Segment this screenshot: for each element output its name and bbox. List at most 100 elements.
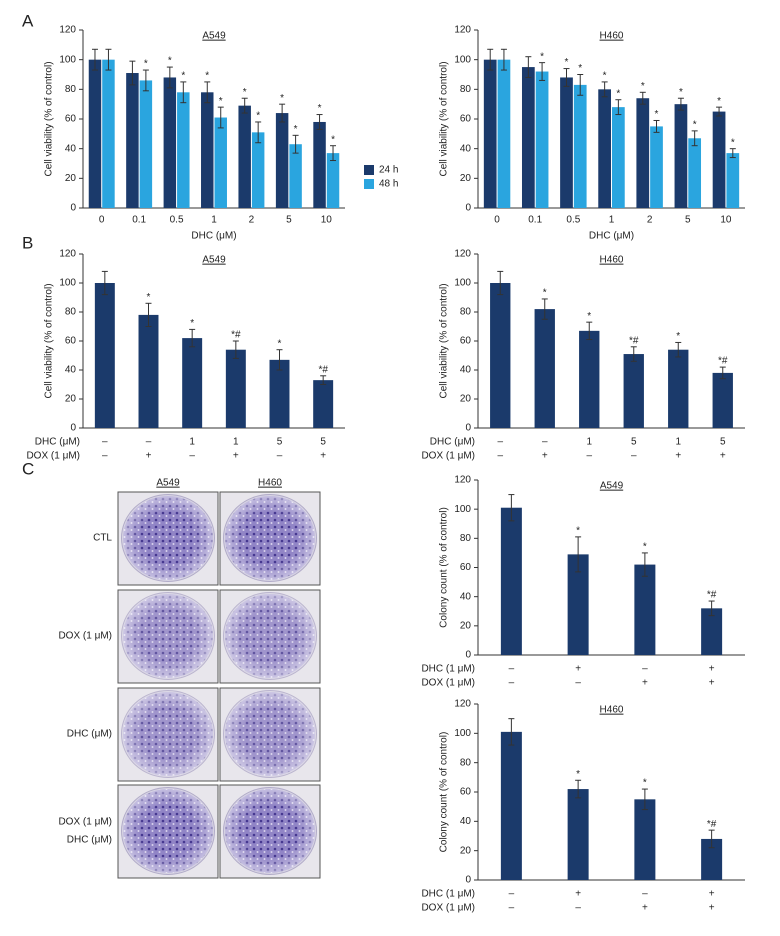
bar xyxy=(650,126,663,208)
error-bar xyxy=(563,68,570,87)
bar xyxy=(275,113,289,208)
y-tick-label: 40 xyxy=(65,143,77,154)
y-tick-label: 80 xyxy=(460,757,472,768)
error-bar xyxy=(316,114,323,130)
chart-title: A549 xyxy=(202,31,226,42)
error-bar xyxy=(255,121,262,144)
bar xyxy=(674,104,688,208)
category-row-name: DOX (1 μM) xyxy=(421,903,475,914)
bar xyxy=(94,283,115,428)
y-tick-label: 20 xyxy=(460,394,472,405)
error-bar xyxy=(129,60,136,86)
bar xyxy=(490,283,511,428)
y-tick-label: 120 xyxy=(454,249,471,260)
significance-mark: * xyxy=(578,63,582,74)
plate-row-label: CTL xyxy=(93,533,112,544)
y-tick-label: 40 xyxy=(65,365,77,376)
significance-mark: * xyxy=(190,318,194,329)
bar xyxy=(269,359,290,428)
category-row-label: + xyxy=(575,889,581,900)
x-tick-label: 2 xyxy=(647,215,653,226)
y-tick-label: 40 xyxy=(460,591,472,602)
significance-mark: * xyxy=(219,96,223,107)
category-row-label: 5 xyxy=(720,437,726,448)
significance-mark: * xyxy=(717,96,721,107)
bar xyxy=(612,107,625,208)
category-row-name: DHC (1 μM) xyxy=(421,664,475,675)
error-bar xyxy=(497,270,504,296)
category-row-label: + xyxy=(642,678,648,689)
y-tick-label: 20 xyxy=(460,620,472,631)
error-bar xyxy=(292,134,299,154)
category-row-name: DOX (1 μM) xyxy=(421,451,475,462)
bar xyxy=(313,380,334,428)
y-tick-label: 40 xyxy=(460,365,472,376)
significance-mark: * xyxy=(144,59,148,70)
y-tick-label: 80 xyxy=(460,533,472,544)
x-axis-label: DHC (μM) xyxy=(191,231,236,242)
category-row-label: 5 xyxy=(277,437,283,448)
chart-title: A549 xyxy=(600,481,624,492)
significance-mark: * xyxy=(280,93,284,104)
category-row-label: – xyxy=(277,451,283,462)
error-bar xyxy=(487,48,494,71)
bar xyxy=(701,608,723,655)
category-row-label: – xyxy=(102,451,108,462)
category-row-name: DHC (μM) xyxy=(430,437,475,448)
x-axis-label: DHC (μM) xyxy=(589,231,634,242)
y-tick-label: 100 xyxy=(59,278,76,289)
category-row-label: 1 xyxy=(233,437,239,448)
legend-swatch xyxy=(364,165,374,175)
category-row-label: + xyxy=(642,903,648,914)
error-bar xyxy=(539,62,546,81)
category-row-label: – xyxy=(586,451,592,462)
category-row-label: – xyxy=(102,437,108,448)
y-tick-label: 120 xyxy=(59,25,76,36)
significance-mark: * xyxy=(731,137,735,148)
bar xyxy=(139,80,153,208)
x-tick-label: 0.1 xyxy=(132,215,146,226)
bar xyxy=(712,111,726,208)
error-bar xyxy=(279,103,286,123)
y-tick-label: 0 xyxy=(465,650,471,661)
category-row-label: – xyxy=(575,678,581,689)
plate-rim xyxy=(122,593,214,679)
significance-mark: * xyxy=(278,338,282,349)
significance-mark: *# xyxy=(629,335,639,346)
category-row-label: + xyxy=(146,451,152,462)
y-axis-label: Colony count (% of control) xyxy=(439,507,450,628)
y-axis-label: Cell viability (% of control) xyxy=(439,61,450,176)
error-bar xyxy=(675,341,682,358)
error-bar xyxy=(577,74,584,96)
category-row-name: DOX (1 μM) xyxy=(421,678,475,689)
category-row-label: + xyxy=(675,451,681,462)
bar xyxy=(712,372,733,428)
bar xyxy=(579,330,600,428)
bar xyxy=(483,59,497,208)
significance-mark: *# xyxy=(718,356,728,367)
x-tick-label: 1 xyxy=(609,215,615,226)
y-tick-label: 20 xyxy=(460,845,472,856)
category-row-label: – xyxy=(631,451,637,462)
y-tick-label: 60 xyxy=(65,336,77,347)
significance-mark: *# xyxy=(231,330,241,341)
y-axis-label: Cell viability (% of control) xyxy=(44,61,55,176)
error-bar xyxy=(189,328,196,348)
y-tick-label: 60 xyxy=(65,114,77,125)
significance-mark: * xyxy=(676,331,680,342)
significance-mark: * xyxy=(655,109,659,120)
bar xyxy=(201,92,214,208)
error-bar xyxy=(232,340,239,359)
error-bar xyxy=(653,119,660,133)
bar xyxy=(634,564,656,655)
y-axis-label: Colony count (% of control) xyxy=(439,732,450,853)
category-row-label: 1 xyxy=(189,437,195,448)
error-bar xyxy=(586,321,593,341)
y-tick-label: 80 xyxy=(65,84,77,95)
error-bar xyxy=(330,145,337,162)
error-bar xyxy=(639,91,646,105)
y-tick-label: 60 xyxy=(460,562,472,573)
x-tick-label: 5 xyxy=(286,215,292,226)
error-bar xyxy=(677,97,684,111)
error-bar xyxy=(105,48,112,71)
